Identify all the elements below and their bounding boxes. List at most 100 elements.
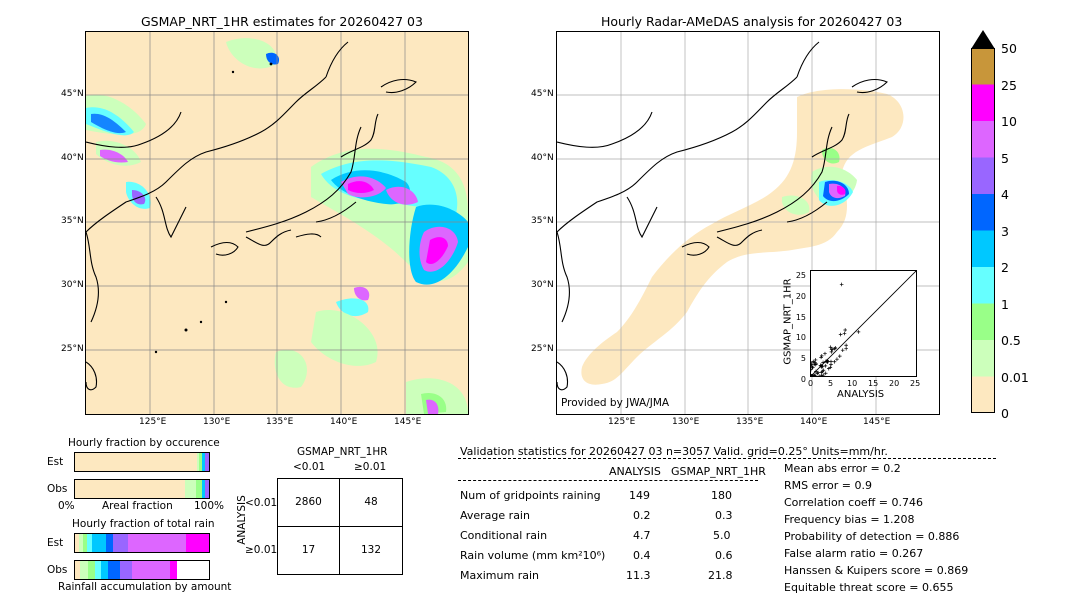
contingency-table: 2860 48 17 132 bbox=[277, 478, 403, 575]
cb-label-4: 4 bbox=[1001, 187, 1009, 202]
row-label-gridpoints: Num of gridpoints raining bbox=[460, 489, 601, 502]
cb-label-3: 3 bbox=[1001, 223, 1009, 239]
left-rain-field bbox=[86, 38, 468, 414]
colorbar-segment bbox=[971, 376, 995, 413]
scatter-point bbox=[829, 359, 833, 364]
scatter-xtick-25: 25 bbox=[910, 379, 921, 388]
cb-label-10: 10 bbox=[1001, 114, 1017, 129]
cell-false-alarm: 48 bbox=[364, 496, 378, 508]
left-lon-140: 140°E bbox=[330, 417, 358, 427]
cb-label-1: 1 bbox=[1001, 296, 1009, 312]
colorbar-segment bbox=[971, 230, 995, 268]
right-lon-130: 130°E bbox=[672, 417, 700, 427]
row-label-max: Maximum rain bbox=[460, 569, 539, 582]
scatter-point bbox=[820, 369, 825, 374]
cb-label-0_01: 0.01 bbox=[1001, 369, 1029, 385]
scatter-y-ticks: 25 20 15 10 5 0 bbox=[795, 266, 806, 391]
row-a-avg: 0.2 bbox=[633, 509, 651, 522]
scatter-point bbox=[835, 357, 839, 362]
score-far: False alarm ratio = 0.267 bbox=[784, 547, 924, 560]
colorbar-segment bbox=[971, 157, 995, 195]
occurrence-est-label: Est bbox=[47, 456, 64, 468]
scatter-point bbox=[812, 362, 817, 366]
left-map-title: GSMAP_NRT_1HR estimates for 20260427 03 bbox=[141, 14, 423, 29]
total-rain-est-label: Est bbox=[47, 537, 64, 549]
left-lat-35: 35°N bbox=[61, 216, 84, 226]
right-lat-35: 35°N bbox=[531, 216, 554, 226]
one-to-one-line bbox=[811, 271, 916, 376]
occurrence-axis-mid: Areal fraction bbox=[102, 500, 173, 512]
left-map bbox=[85, 31, 469, 415]
total-rain-obs-label: Obs bbox=[47, 564, 68, 576]
colorbar-segment bbox=[971, 84, 995, 122]
score-corr: Correlation coeff = 0.746 bbox=[784, 496, 923, 509]
total-rain-footer: Rainfall accumulation by amount bbox=[58, 581, 232, 593]
validation-divider bbox=[458, 458, 996, 459]
scatter-point bbox=[829, 362, 833, 367]
total-rain-est-bar bbox=[74, 533, 210, 553]
scatter-xtick-10: 10 bbox=[847, 379, 858, 388]
scatter-point bbox=[823, 371, 828, 376]
score-bias: Frequency bias = 1.208 bbox=[784, 513, 915, 526]
scatter-point bbox=[838, 332, 843, 337]
occurrence-est-bar bbox=[74, 452, 210, 472]
scatter-point bbox=[823, 364, 828, 368]
left-lat-45: 45°N bbox=[61, 89, 84, 99]
scatter-ytick-10: 10 bbox=[795, 333, 806, 343]
scatter-xtick-0: 0 bbox=[808, 379, 814, 388]
scatter-points bbox=[811, 282, 861, 376]
contingency-title: GSMAP_NRT_1HR bbox=[297, 446, 388, 458]
row-g-avg: 0.3 bbox=[715, 509, 733, 522]
cb-label-25: 25 bbox=[1001, 77, 1017, 93]
scatter-point bbox=[811, 374, 813, 376]
total-rain-title: Hourly fraction of total rain bbox=[72, 518, 215, 530]
contingency-col-lt: <0.01 bbox=[293, 461, 326, 473]
right-map-title: Hourly Radar-AMeDAS analysis for 2026042… bbox=[601, 14, 903, 29]
scatter-point bbox=[819, 354, 824, 358]
scatter-point bbox=[818, 374, 822, 376]
left-lon-135: 135°E bbox=[266, 417, 294, 427]
contingency-row-lt: <0.01 bbox=[245, 497, 278, 509]
scatter-point bbox=[825, 358, 829, 363]
row-label-avg: Average rain bbox=[460, 509, 530, 522]
left-islands bbox=[154, 62, 273, 354]
scatter-point bbox=[830, 347, 835, 352]
cb-label-0: 0 bbox=[1001, 406, 1009, 421]
scatter-point bbox=[823, 351, 827, 356]
left-lon-130: 130°E bbox=[203, 417, 231, 427]
row-g-cond: 5.0 bbox=[713, 529, 731, 542]
left-grid bbox=[86, 32, 468, 414]
left-map-canvas bbox=[86, 32, 468, 414]
scatter-point bbox=[840, 348, 845, 353]
validation-col-gsmap: GSMAP_NRT_1HR bbox=[671, 465, 766, 478]
colorbar-segment bbox=[971, 48, 995, 85]
row-g-max: 21.8 bbox=[708, 569, 733, 582]
cb-label-50: 50 bbox=[1001, 41, 1017, 56]
cell-hits-neg: 2860 bbox=[295, 496, 322, 508]
score-mae: Mean abs error = 0.2 bbox=[784, 462, 901, 475]
scatter-point bbox=[832, 346, 837, 351]
occurrence-axis-right: 100% bbox=[194, 500, 225, 512]
colorbar-segment bbox=[971, 194, 995, 231]
row-a-cond: 4.7 bbox=[633, 529, 651, 542]
colorbar-labels: 50 25 10 5 4 3 2 1 0.5 0.01 0 bbox=[1001, 41, 1041, 421]
scatter-ytick-25: 25 bbox=[795, 271, 806, 280]
left-coastline bbox=[86, 41, 417, 391]
scatter-point bbox=[826, 366, 831, 371]
scatter-point bbox=[811, 367, 813, 372]
scatter-point bbox=[828, 345, 833, 350]
score-hk: Hanssen & Kuipers score = 0.869 bbox=[784, 564, 969, 577]
scatter-xtick-5: 5 bbox=[828, 379, 834, 388]
row-g-gridpoints: 180 bbox=[711, 489, 732, 502]
scatter-point bbox=[811, 374, 815, 376]
left-lon-145: 145°E bbox=[394, 417, 422, 427]
scatter-point bbox=[821, 360, 825, 365]
scatter-point bbox=[837, 354, 842, 358]
right-lat-25: 25°N bbox=[531, 344, 554, 354]
left-lat-30: 30°N bbox=[61, 280, 84, 290]
right-lat-30: 30°N bbox=[531, 280, 554, 290]
scatter-ytick-15: 15 bbox=[795, 312, 806, 322]
left-lat-25: 25°N bbox=[61, 344, 84, 354]
scatter-point bbox=[844, 343, 848, 348]
left-lat-40: 40°N bbox=[61, 153, 84, 163]
